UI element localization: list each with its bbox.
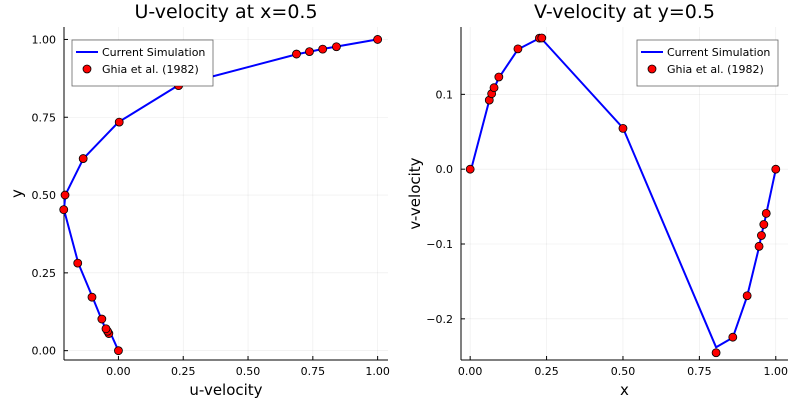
chart-1-ghia-point-7 [537,33,547,43]
chart-0-ghia-point-12 [292,49,301,59]
chart-1-ghia-point-15 [761,209,771,218]
chart-0-y-axis-label: y [8,189,26,198]
chart-1-y-tick-label-2: 0.0 [436,163,454,176]
chart-0-x-axis-label: u-velocity [189,381,262,399]
chart-0-ghia-point-15 [332,42,341,52]
chart-0-ghia-point-6 [73,258,83,268]
chart-1-x-tick-label-1: 0.25 [534,365,559,378]
chart-0-title: U-velocity at x=0.5 [134,1,317,23]
chart-1-ghia-point-9 [711,348,721,358]
chart-0-legend: Current Simulation Ghia et al. (1982) [71,39,214,87]
chart-1-title: V-velocity at y=0.5 [534,1,715,23]
chart-1-x-tick-label-4: 1.00 [764,365,789,378]
chart-0-ghia-point-3 [101,324,111,334]
chart-1-y-tick-label-0: −0.2 [426,313,453,326]
chart-1-ghia-point-11 [742,291,752,301]
chart-1-legend-box [636,39,779,87]
chart-1-legend-entry-1: Ghia et al. (1982) [667,63,764,76]
chart-0-x-tick-label-0: 0.00 [106,365,131,378]
chart-panel-u-velocity: 0.00 0.25 0.50 0.75 1.00 0.00 0.25 0.50 0.75 1.00… [8,1,390,399]
chart-0-legend-entry-1: Ghia et al. (1982) [102,63,199,76]
chart-panel-v-velocity: 0.00 0.25 0.50 0.75 1.00 −0.2 −0.1 0.0 0.1 V-velo… [406,1,788,399]
chart-1-ghia-point-14 [759,220,769,229]
chart-0-x-tick-label-3: 0.75 [301,365,326,378]
chart-1-ghia-point-13 [757,231,766,240]
chart-1-x-tick-label-2: 0.50 [611,365,636,378]
chart-0-ghia-point-8 [60,190,70,200]
chart-1-legend: Current Simulation Ghia et al. (1982) [636,39,779,87]
chart-0-y-tick-label-1: 0.25 [32,267,57,280]
chart-0-x-tick-label-4: 1.00 [365,365,390,378]
chart-1-ghia-point-8 [618,123,628,133]
chart-1-ghia-point-12 [754,241,764,251]
chart-1-legend-entry-0: Current Simulation [667,46,770,59]
chart-1-ghia-point-10 [728,332,738,342]
chart-0-series-line-current-simulation [63,38,378,352]
chart-0-x-tick-label-2: 0.50 [236,365,261,378]
chart-1-y-tick-label-1: −0.1 [426,238,453,251]
chart-0-ghia-point-10 [114,117,124,127]
chart-1-x-tick-label-3: 0.75 [687,365,712,378]
chart-1-y-tick-label-3: 0.1 [436,88,454,101]
chart-0-ghia-point-9 [78,154,88,163]
chart-0-ghia-point-13 [305,47,314,57]
chart-1-ghia-point-5 [513,44,523,54]
chart-1-y-axis-label: v-velocity [406,157,424,229]
chart-1-x-axis-label: x [620,381,629,399]
chart-1-ghia-point-16 [771,164,781,174]
chart-0-y-tick-label-3: 0.75 [32,111,57,124]
chart-1-legend-swatch-marker [647,64,657,74]
chart-0-ghia-point-16 [373,35,383,44]
chart-1-ghia-point-0 [465,164,475,174]
chart-1-ghia-point-4 [494,72,504,82]
chart-0-ghia-point-14 [318,44,328,54]
chart-0-y-tick-label-4: 1.00 [32,33,57,46]
chart-0-legend-swatch-marker [82,64,92,74]
chart-0-legend-box [71,39,214,87]
chart-0-ghia-point-5 [87,292,97,302]
chart-0-ghia-point-7 [59,205,69,215]
chart-1-ghia-point-3 [489,83,499,93]
chart-0-y-tick-label-2: 0.50 [32,189,57,202]
chart-0-legend-entry-0: Current Simulation [102,46,205,59]
chart-0-x-tick-label-1: 0.25 [171,365,196,378]
chart-0-y-tick-label-0: 0.00 [32,345,57,358]
chart-0-ghia-point-4 [97,314,107,324]
chart-1-x-tick-label-0: 0.00 [458,365,483,378]
chart-0-ghia-point-0 [114,346,123,356]
